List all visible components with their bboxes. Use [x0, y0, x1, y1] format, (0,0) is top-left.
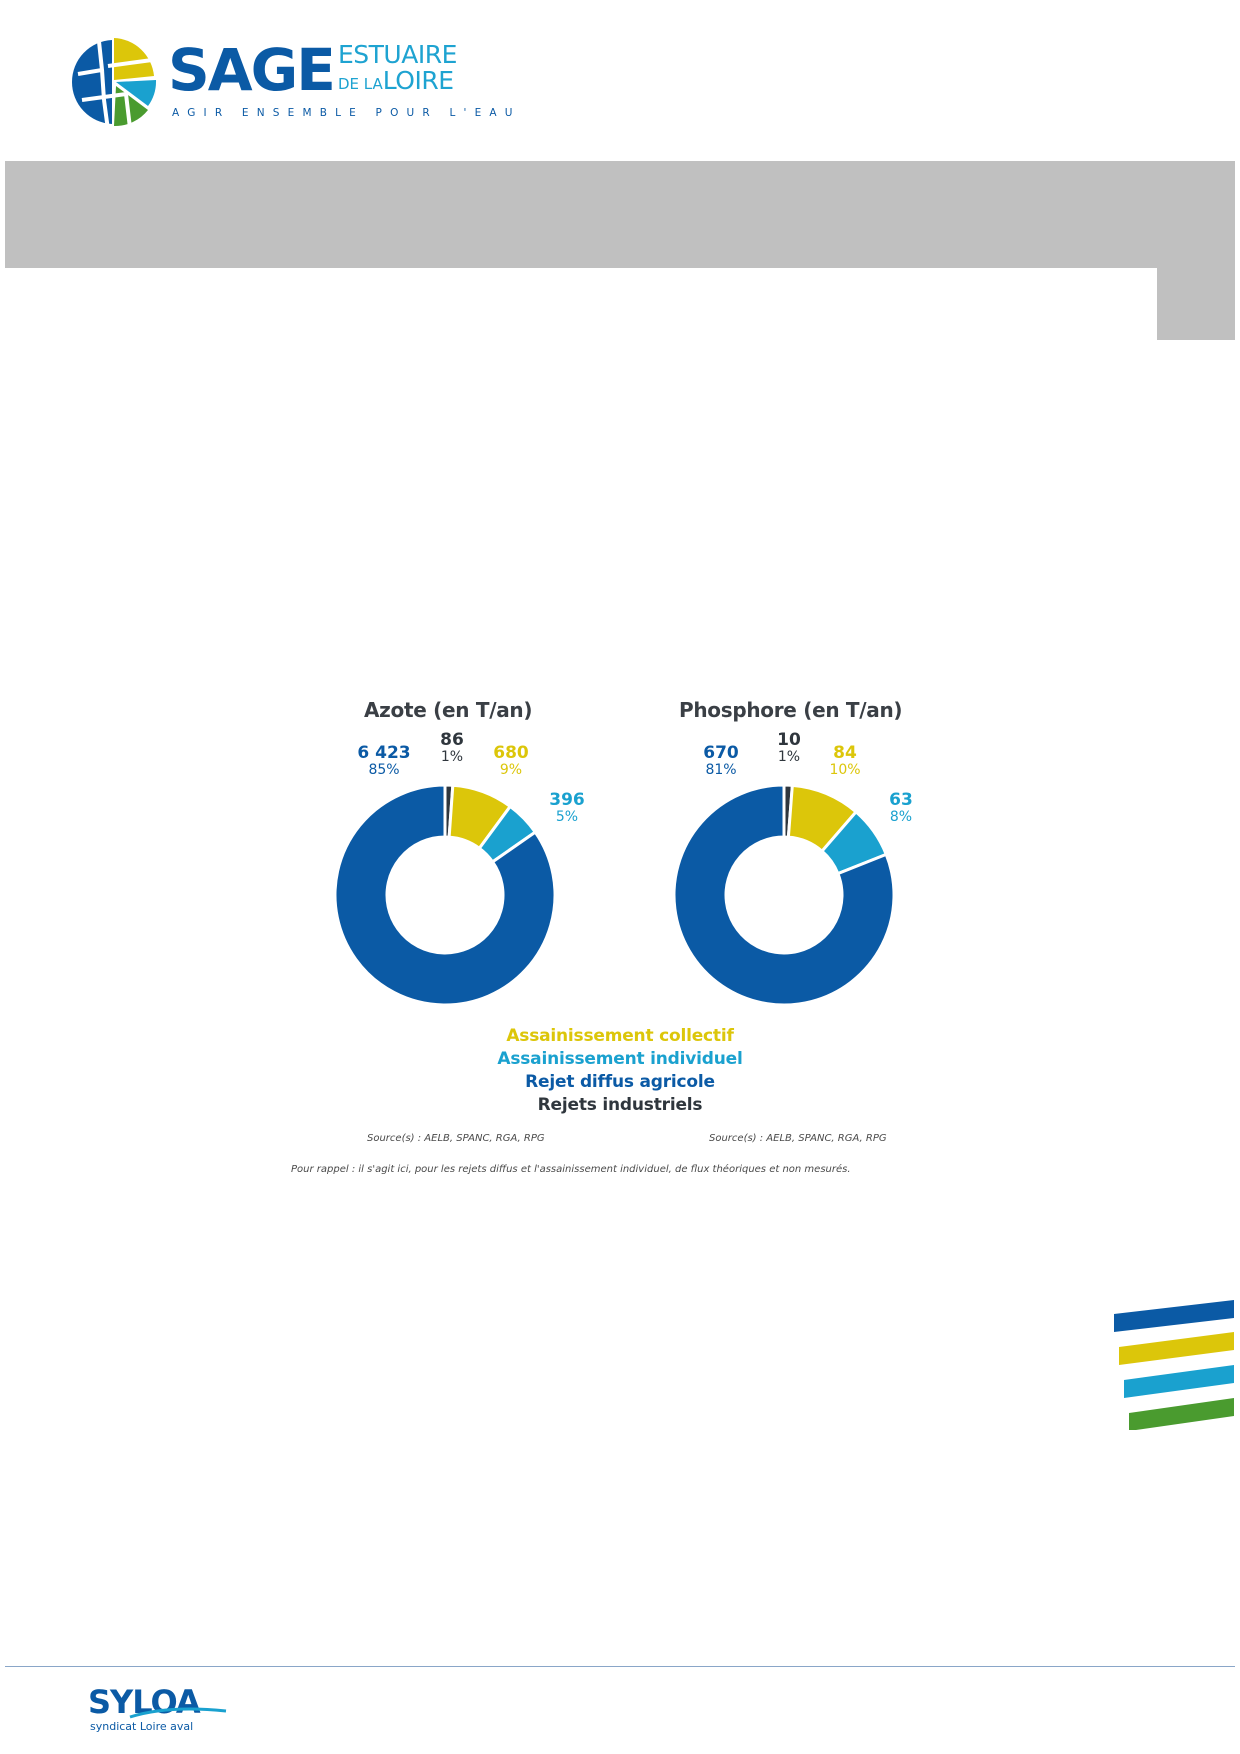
stripe-green: [1129, 1398, 1234, 1430]
logo-tagline: AGIR ENSEMBLE POUR L'EAU: [172, 107, 521, 119]
stripe-blue: [1114, 1300, 1234, 1332]
footer-divider: [5, 1666, 1235, 1667]
sage-logo: SAGE ESTUAIRE DE LALOIRE AGIR ENSEMBLE P…: [68, 30, 513, 130]
decorative-stripes: [1114, 1300, 1234, 1430]
chart-title-azote: Azote (en T/an): [364, 698, 533, 722]
stripe-yellow: [1119, 1332, 1234, 1365]
percent-label: 81%: [705, 761, 737, 778]
label-phosphore-agricole: 670 81%: [696, 743, 746, 778]
donut-slice-rejet-diffus-agricole: [333, 783, 557, 1007]
logo-loire: LOIRE: [382, 66, 454, 95]
header-gray-band: [5, 161, 1235, 268]
stripe-cyan: [1124, 1365, 1234, 1398]
percent-label: 1%: [440, 748, 464, 765]
value-label: 63: [889, 790, 913, 810]
label-azote-collectif: 680 9%: [488, 743, 534, 778]
logo-de-la-loire: DE LALOIRE: [338, 66, 454, 95]
donut-chart-azote: [333, 783, 557, 1007]
value-label: 86: [440, 730, 464, 750]
percent-label: 10%: [829, 761, 861, 778]
label-azote-individuel: 396 5%: [544, 790, 590, 825]
percent-label: 5%: [555, 808, 579, 825]
value-label: 396: [549, 790, 585, 810]
logo-estuaire: ESTUAIRE: [338, 40, 457, 69]
label-phosphore-industriels: 10 1%: [769, 730, 809, 765]
syloa-logo: SYLOA syndicat Loire aval: [88, 1683, 228, 1733]
label-azote-agricole: 6 423 85%: [356, 743, 412, 778]
legend-item-agricole: Rejet diffus agricole: [525, 1072, 715, 1092]
percent-label: 1%: [777, 748, 801, 765]
syloa-wave-icon: [129, 1707, 227, 1719]
percent-label: 9%: [499, 761, 523, 778]
value-label: 680: [493, 743, 529, 763]
value-label: 6 423: [357, 743, 411, 763]
donut-slice-rejet-diffus-agricole: [672, 783, 896, 1007]
footnote: Pour rappel : il s'agit ici, pour les re…: [291, 1164, 851, 1175]
chart-legend: Assainissement collectif Assainissement …: [420, 1025, 820, 1117]
label-phosphore-collectif: 84 10%: [822, 743, 868, 778]
sage-wordmark: SAGE: [168, 36, 336, 104]
value-label: 10: [777, 730, 801, 750]
source-phosphore: Source(s) : AELB, SPANC, RGA, RPG: [709, 1133, 887, 1144]
legend-item-industriels: Rejets industriels: [537, 1095, 703, 1115]
header-gray-tab: [1157, 268, 1235, 340]
donut-chart-phosphore: [672, 783, 896, 1007]
value-label: 670: [703, 743, 739, 763]
sage-emblem-icon: [71, 31, 157, 130]
label-phosphore-individuel: 63 8%: [878, 790, 924, 825]
chart-title-phosphore: Phosphore (en T/an): [679, 698, 903, 722]
legend-item-individuel: Assainissement individuel: [497, 1049, 743, 1069]
percent-label: 85%: [368, 761, 400, 778]
logo-de-la: DE LA: [338, 75, 383, 93]
source-azote: Source(s) : AELB, SPANC, RGA, RPG: [367, 1133, 545, 1144]
label-azote-industriels: 86 1%: [432, 730, 472, 765]
value-label: 84: [833, 743, 857, 763]
syloa-subtitle: syndicat Loire aval: [90, 1720, 194, 1733]
legend-item-collectif: Assainissement collectif: [506, 1026, 734, 1046]
percent-label: 8%: [889, 808, 913, 825]
